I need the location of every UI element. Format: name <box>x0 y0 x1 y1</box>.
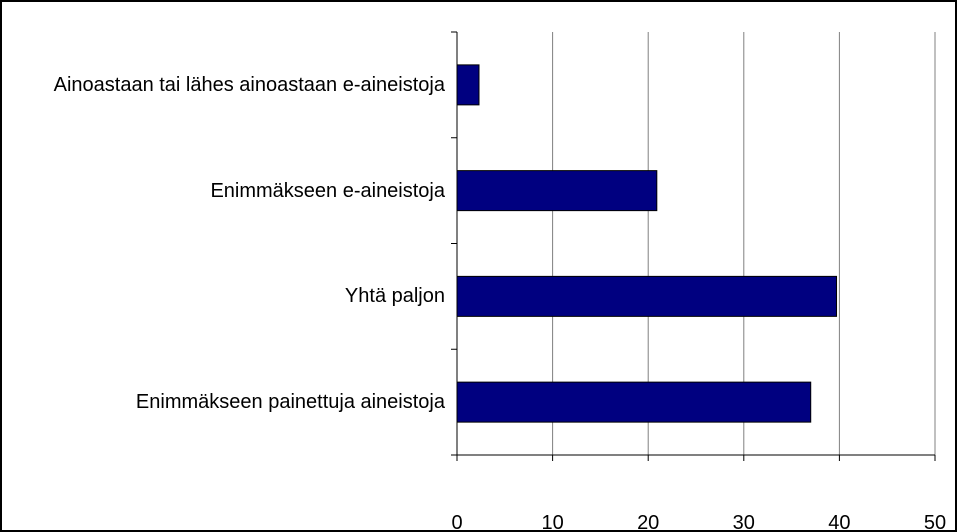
x-tick-label: 0 <box>451 512 462 532</box>
y-tick-label: Enimmäkseen e-aineistoja <box>210 179 445 202</box>
x-tick-label: 50 <box>924 512 946 532</box>
x-tick-label: 10 <box>541 512 563 532</box>
bar <box>456 64 480 106</box>
bar <box>456 381 812 423</box>
bar <box>456 275 838 317</box>
bar <box>456 170 658 212</box>
x-tick-label: 30 <box>733 512 755 532</box>
y-tick-label: Ainoastaan tai lähes ainoastaan e-aineis… <box>53 73 445 96</box>
x-tick-label: 20 <box>637 512 659 532</box>
y-tick-label: Enimmäkseen painettuja aineistoja <box>135 391 445 414</box>
x-tick-label: 40 <box>828 512 850 532</box>
y-tick-label: Yhtä paljon <box>344 285 445 308</box>
